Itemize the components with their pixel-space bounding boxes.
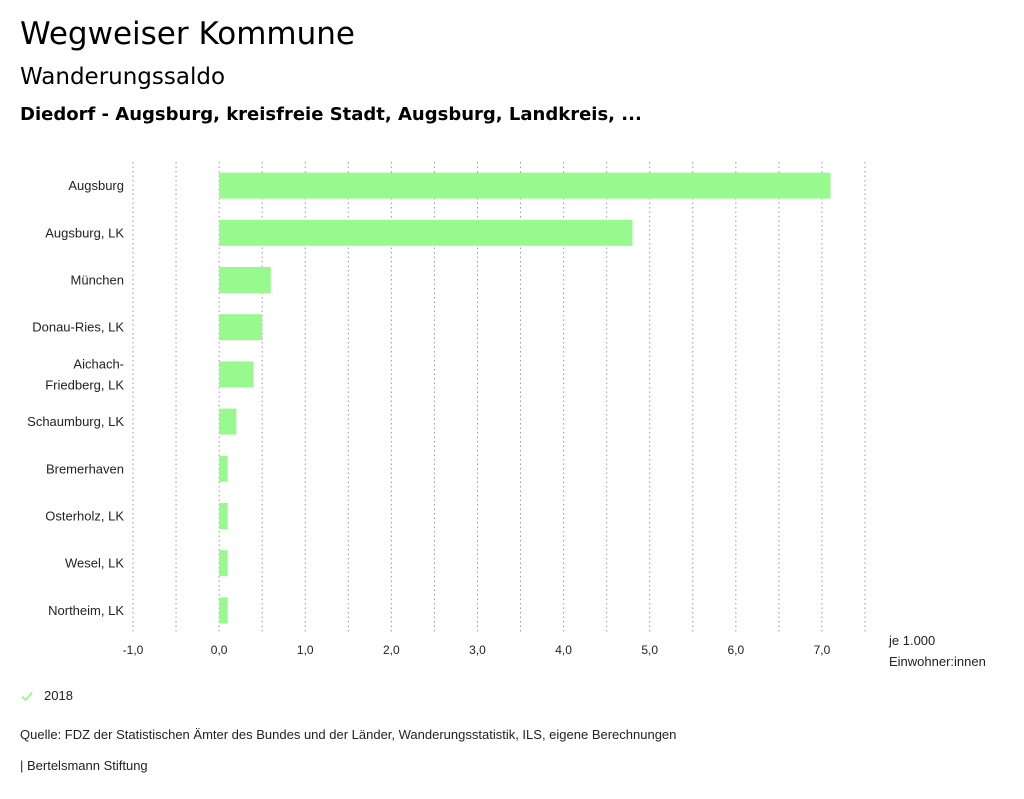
x-axis-unit-label: je 1.000 Einwohner:innen <box>889 630 986 672</box>
bars <box>219 172 831 624</box>
x-tick-labels: -1,0 0,0 1,0 2,0 3,0 4,0 5,0 6,0 7,0 <box>123 643 831 657</box>
chart-title: Wegweiser Kommune <box>20 16 355 52</box>
bar-7[interactable] <box>219 503 228 529</box>
bar-2[interactable] <box>219 267 271 293</box>
bar-5[interactable] <box>219 408 237 435</box>
category-label: Northeim, LK <box>48 603 124 618</box>
bar-8[interactable] <box>219 550 228 577</box>
category-label: Osterholz, LK <box>45 509 124 524</box>
check-icon <box>21 691 33 701</box>
category-label: Donau-Ries, LK <box>32 320 124 335</box>
x-tick-label: 4,0 <box>555 643 572 657</box>
bar-0[interactable] <box>219 172 831 199</box>
source-note: Quelle: FDZ der Statistischen Ämter des … <box>20 727 677 742</box>
bar-9[interactable] <box>219 597 228 624</box>
x-tick-label: 6,0 <box>727 643 744 657</box>
category-label: Wesel, LK <box>65 556 124 571</box>
chart-subtitle: Wanderungssaldo <box>20 64 226 90</box>
x-tick-label: 0,0 <box>211 643 228 657</box>
x-tick-label: 7,0 <box>814 643 831 657</box>
x-tick-label: 2,0 <box>383 643 400 657</box>
bar-4[interactable] <box>219 361 254 388</box>
legend-label-2018: 2018 <box>44 688 73 703</box>
x-tick-label: 1,0 <box>297 643 314 657</box>
x-axis-unit-line-2: Einwohner:innen <box>889 654 986 669</box>
x-tick-label: 5,0 <box>641 643 658 657</box>
x-axis-unit-line-1: je 1.000 <box>889 633 936 648</box>
category-label: Schaumburg, LK <box>27 414 124 429</box>
category-label: Aichach-Friedberg, LK <box>45 356 124 392</box>
x-tick-label: -1,0 <box>123 643 144 657</box>
category-label: Augsburg, LK <box>45 225 124 240</box>
bar-3[interactable] <box>219 314 263 341</box>
bar-6[interactable] <box>219 455 228 482</box>
category-labels: Augsburg Augsburg, LK München Donau-Ries, L… <box>27 178 124 618</box>
brand-credit: | Bertelsmann Stiftung <box>20 758 148 773</box>
x-tick-label: 3,0 <box>469 643 486 657</box>
category-label: Bremerhaven <box>46 461 124 476</box>
bar-1[interactable] <box>219 219 633 246</box>
category-label: Augsburg <box>68 178 124 193</box>
chart-caption: Diedorf - Augsburg, kreisfreie Stadt, Au… <box>20 104 642 125</box>
category-label: München <box>71 273 124 288</box>
legend[interactable]: 2018 <box>20 688 73 703</box>
